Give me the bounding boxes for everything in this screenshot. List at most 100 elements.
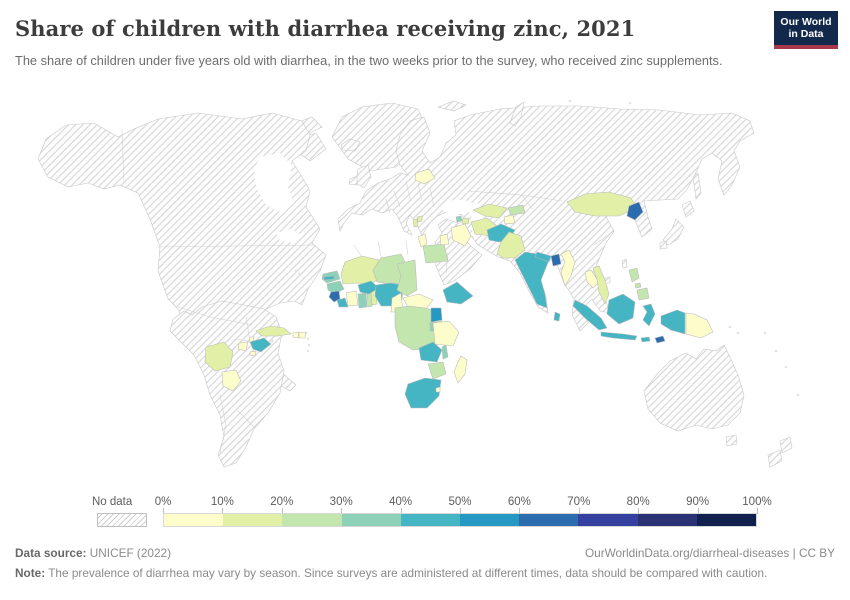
legend-tick-label: 20% xyxy=(270,496,294,508)
legend-tick-mark xyxy=(519,508,521,514)
country-cote-divoire[interactable] xyxy=(345,290,359,307)
legend-color-bar xyxy=(163,513,757,527)
data-source-line: Data source: UNICEF (2022) xyxy=(15,546,171,560)
country-uzbekistan[interactable] xyxy=(472,203,508,219)
country-malawi[interactable] xyxy=(441,344,449,360)
country-tanzania[interactable] xyxy=(432,320,460,347)
landmass-taiwan xyxy=(621,258,628,269)
country-zimbabwe[interactable] xyxy=(427,361,447,380)
country-belarus[interactable] xyxy=(414,168,436,185)
landmass-japan-honshu xyxy=(662,218,685,246)
country-indonesia-lesser-sunda[interactable] xyxy=(640,336,651,343)
country-eswatini[interactable] xyxy=(435,386,441,393)
inland-seas xyxy=(254,153,484,243)
country-indonesia-sulawesi[interactable] xyxy=(642,303,656,327)
country-north-macedonia[interactable] xyxy=(416,215,423,223)
legend-bin-90-100[interactable] xyxy=(696,514,757,526)
legend-tick-label: 0% xyxy=(154,496,172,508)
legend-bin-50-60[interactable] xyxy=(460,514,520,526)
legend-tick-label: 90% xyxy=(686,496,710,508)
country-bolivia[interactable] xyxy=(204,341,234,372)
country-myanmar[interactable] xyxy=(560,249,576,287)
country-el-salvador[interactable] xyxy=(249,350,257,357)
country-haiti[interactable] xyxy=(292,331,300,339)
chart-subtitle: The share of children under five years o… xyxy=(15,53,723,68)
country-bangladesh[interactable] xyxy=(550,253,562,267)
legend-bin-30-40[interactable] xyxy=(341,514,401,526)
country-laos[interactable] xyxy=(584,269,600,289)
country-zambia[interactable] xyxy=(418,341,443,363)
country-philippines-luzon[interactable] xyxy=(628,267,640,283)
legend-no-data-swatch[interactable] xyxy=(97,513,147,527)
landmass-tasmania xyxy=(725,434,738,447)
legend-bin-0-10[interactable] xyxy=(164,514,224,526)
country-nepal[interactable] xyxy=(534,251,552,263)
country-azerbaijan[interactable] xyxy=(461,217,470,225)
country-papua-new-guinea[interactable] xyxy=(685,312,714,339)
country-north-korea[interactable] xyxy=(626,201,644,221)
landmass-ireland xyxy=(348,175,358,186)
country-paraguay[interactable] xyxy=(221,369,242,392)
country-kyrgyzstan[interactable] xyxy=(507,204,526,216)
country-south-africa[interactable] xyxy=(404,377,442,409)
legend-tick-label: 60% xyxy=(507,496,531,508)
note-text: The prevalence of diarrhea may vary by s… xyxy=(45,566,768,580)
legend-bin-10-20[interactable] xyxy=(223,514,283,526)
country-philippines-visayas[interactable] xyxy=(634,282,642,289)
country-indonesia-borneo[interactable] xyxy=(606,293,636,325)
country-ethiopia[interactable] xyxy=(442,281,474,305)
landmass-svalbard xyxy=(436,100,467,112)
country-pakistan[interactable] xyxy=(496,231,526,259)
country-vietnam[interactable] xyxy=(592,265,610,305)
country-indonesia-java[interactable] xyxy=(600,331,638,341)
legend-no-data-label: No data xyxy=(92,496,133,508)
legend-bin-20-30[interactable] xyxy=(282,514,342,526)
legend-bin-80-90[interactable] xyxy=(637,514,697,526)
country-philippines-mindanao[interactable] xyxy=(636,287,650,301)
country-gambia[interactable] xyxy=(323,275,335,281)
legend-bin-60-70[interactable] xyxy=(519,514,579,526)
country-guinea[interactable] xyxy=(326,280,345,295)
country-armenia[interactable] xyxy=(455,215,463,223)
legend-bin-70-80[interactable] xyxy=(578,514,638,526)
country-burkina-faso[interactable] xyxy=(357,280,380,295)
legend-tick-labels: 0% 10% 20% 30% 40% 50% 60% 70% 80% 90% 100% xyxy=(155,496,772,528)
country-cuba[interactable] xyxy=(255,325,292,337)
legend-bin-40-50[interactable] xyxy=(400,514,461,526)
landmass-novaya-zemlya xyxy=(509,101,525,127)
legend-tick-mark xyxy=(163,508,164,514)
country-tunisia[interactable] xyxy=(417,233,428,248)
legend-tick-mark xyxy=(281,508,283,514)
world-choropleth-map xyxy=(10,95,840,495)
country-guatemala[interactable] xyxy=(237,341,249,352)
legend-tick-label: 10% xyxy=(210,496,234,508)
country-egypt[interactable] xyxy=(422,243,449,264)
country-timor-leste[interactable] xyxy=(654,335,666,344)
legend-tick-label: 40% xyxy=(389,496,413,508)
legend-tick-label: 70% xyxy=(567,496,591,508)
country-indonesia-sumatra[interactable] xyxy=(572,299,608,331)
legend-tick-mark xyxy=(222,508,224,514)
country-iraq[interactable] xyxy=(450,223,472,247)
country-jordan[interactable] xyxy=(439,233,450,246)
country-tajikistan[interactable] xyxy=(503,214,516,225)
legend-tick-mark xyxy=(578,508,580,514)
legend-tick-mark xyxy=(638,508,640,514)
legend-tick-label: 100% xyxy=(742,496,772,508)
country-honduras[interactable] xyxy=(249,337,272,353)
country-indonesia-papua[interactable] xyxy=(660,309,686,335)
country-madagascar[interactable] xyxy=(453,355,468,384)
landmass-australia xyxy=(643,344,745,432)
landmass-north-america xyxy=(37,112,327,392)
owid-url-link[interactable]: OurWorldinData.org/diarrheal-diseases | … xyxy=(584,546,835,560)
country-ghana[interactable] xyxy=(357,292,368,309)
country-uganda[interactable] xyxy=(430,307,443,323)
country-dominican-republic[interactable] xyxy=(298,331,307,339)
data-source-value: UNICEF (2022) xyxy=(86,546,172,560)
country-sri-lanka[interactable] xyxy=(553,311,561,322)
country-albania[interactable] xyxy=(412,218,419,228)
country-chad[interactable] xyxy=(396,259,418,297)
landmass-sakhalin xyxy=(692,172,702,200)
country-liberia[interactable] xyxy=(336,297,349,308)
